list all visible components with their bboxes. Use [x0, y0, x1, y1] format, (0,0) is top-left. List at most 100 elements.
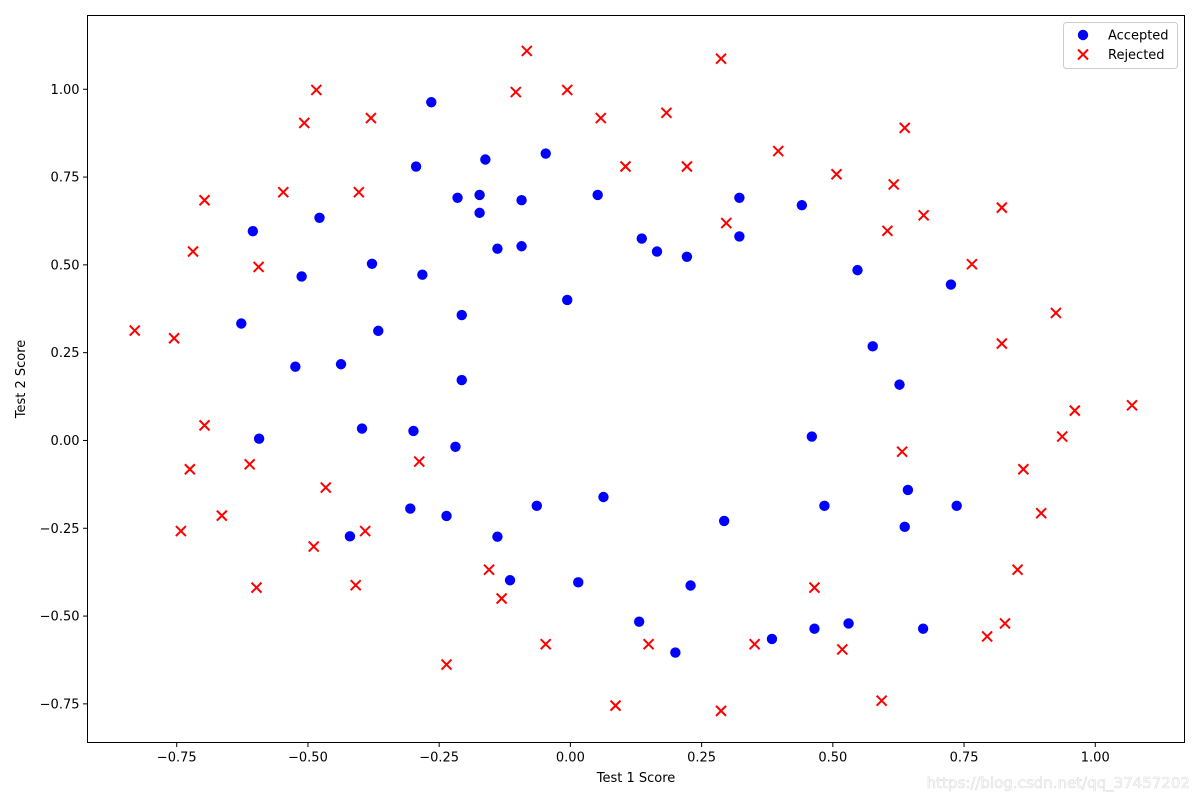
x-axis-label: Test 1 Score — [596, 771, 676, 786]
accepted-point — [685, 580, 696, 591]
accepted-point — [573, 577, 584, 588]
rejected-point — [1056, 430, 1068, 443]
accepted-point — [670, 647, 681, 658]
rejected-point — [595, 112, 607, 124]
rejected-point — [660, 107, 673, 119]
rejected-point — [521, 45, 533, 57]
accepted-point — [450, 441, 461, 452]
accepted-point — [945, 279, 957, 290]
rejected-point — [875, 694, 888, 707]
rejected-point — [888, 178, 900, 191]
x-tick-label: 1.00 — [1081, 751, 1110, 766]
y-tick-label: 0.50 — [51, 258, 80, 273]
rejected-point — [243, 458, 256, 471]
accepted-point — [290, 361, 301, 372]
rejected-point — [715, 52, 727, 65]
accepted-point — [806, 431, 818, 442]
rejected-point — [996, 201, 1008, 214]
rejected-point — [836, 643, 848, 656]
accepted-point — [236, 318, 247, 329]
legend-box — [1063, 22, 1178, 69]
rejected-point — [353, 186, 365, 198]
accepted-point — [718, 515, 730, 527]
accepted-point — [492, 243, 503, 254]
rejected-point — [830, 168, 843, 180]
x-tick-label: 0.00 — [556, 751, 585, 766]
x-tick-label: −0.75 — [157, 751, 197, 766]
accepted-point — [441, 510, 452, 522]
legend-accepted-label: Accepted — [1108, 29, 1169, 44]
y-tick-label: 0.00 — [51, 434, 80, 449]
rejected-point — [483, 563, 495, 576]
accepted-point — [636, 233, 647, 244]
rejected-point — [561, 84, 573, 96]
x-tick-label: −0.50 — [288, 751, 328, 766]
x-tick-label: 0.25 — [687, 751, 716, 766]
rejected-point — [198, 419, 211, 432]
accepted-point — [516, 195, 527, 206]
accepted-point — [917, 623, 929, 634]
y-tick-label: −0.25 — [40, 522, 80, 537]
rejected-point — [310, 84, 323, 96]
rejected-point — [252, 261, 265, 273]
rejected-point — [198, 194, 211, 206]
rejected-point — [320, 481, 332, 494]
accepted-point — [426, 97, 437, 108]
accepted-point — [867, 341, 878, 352]
rejected-point — [350, 579, 362, 591]
legend-rejected-label: Rejected — [1108, 48, 1165, 63]
legend-rejected-marker — [1077, 48, 1089, 61]
accepted-point — [516, 241, 527, 252]
rejected-point — [365, 112, 377, 124]
accepted-point — [247, 225, 259, 237]
accepted-point — [253, 433, 265, 444]
rejected-point — [642, 638, 655, 650]
rejected-point — [748, 638, 761, 650]
x-tick-label: −0.25 — [419, 751, 459, 766]
y-tick-label: −0.75 — [40, 697, 80, 712]
accepted-point — [531, 500, 542, 511]
rejected-point — [413, 455, 425, 468]
accepted-point — [681, 251, 693, 262]
rejected-point — [277, 186, 289, 198]
rejected-point — [1050, 307, 1062, 319]
y-tick-label: 1.00 — [51, 83, 80, 98]
accepted-point — [894, 379, 905, 390]
accepted-point — [598, 491, 609, 503]
rejected-point — [1011, 563, 1024, 576]
accepted-point — [405, 503, 416, 514]
accepted-point — [843, 618, 854, 629]
accepted-point — [902, 484, 914, 496]
rejected-point — [168, 332, 180, 344]
accepted-point — [456, 374, 467, 386]
accepted-point — [809, 623, 820, 634]
rejected-point — [966, 258, 978, 270]
accepted-point — [540, 148, 551, 159]
rejected-point — [129, 324, 141, 337]
accepted-point — [734, 231, 745, 242]
accepted-point — [819, 500, 830, 511]
rejected-point — [720, 217, 732, 229]
rejected-point — [609, 699, 622, 712]
rejected-point — [359, 525, 371, 537]
accepted-point — [562, 294, 573, 306]
rejected-point — [175, 525, 187, 537]
rejected-point — [495, 592, 508, 605]
rejected-point — [440, 658, 453, 671]
series-accepted — [236, 97, 962, 658]
x-tick-label: 0.50 — [818, 751, 847, 766]
rejected-point — [216, 509, 228, 522]
x-tick-label: 0.75 — [950, 751, 979, 766]
rejected-point — [184, 463, 196, 475]
accepted-point — [373, 325, 384, 337]
accepted-point — [417, 269, 428, 280]
rejected-point — [999, 617, 1011, 630]
accepted-point — [651, 246, 663, 257]
y-axis-ticks: −0.75 −0.50 −0.25 0.00 0.25 0.50 0.75 1.00 — [40, 83, 88, 712]
accepted-point — [296, 271, 307, 282]
rejected-point — [540, 638, 552, 650]
accepted-point — [951, 500, 962, 511]
accepted-point — [796, 199, 808, 211]
rejected-point — [715, 705, 727, 717]
